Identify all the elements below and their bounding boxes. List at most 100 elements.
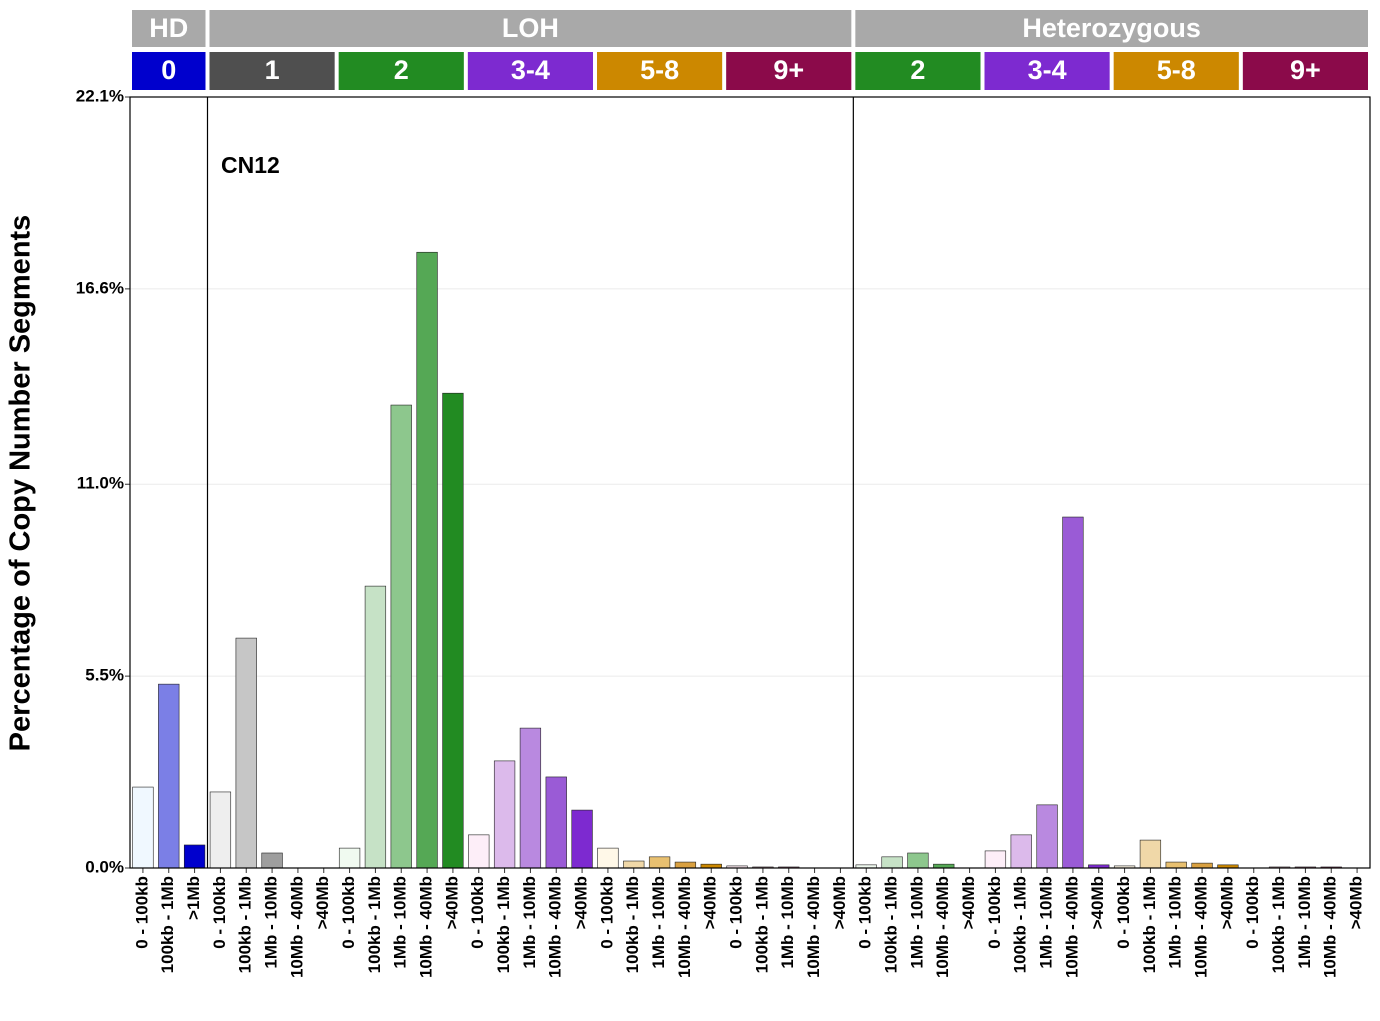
class-label: 9+	[1290, 55, 1321, 85]
x-tick-label: 100kb - 1Mb	[882, 876, 901, 973]
x-tick-label: 1Mb - 10Mb	[907, 876, 926, 969]
class-strip	[984, 52, 1110, 90]
x-tick-label: >1Mb	[184, 876, 203, 920]
bar	[1062, 516, 1084, 869]
x-tick-label: 100kb - 1Mb	[1269, 876, 1288, 973]
x-tick-label: 10Mb - 40Mb	[287, 876, 306, 978]
class-strip	[726, 52, 852, 90]
bar	[1036, 804, 1058, 869]
class-strip	[338, 52, 464, 90]
class-label: 3-4	[511, 55, 550, 85]
bar	[907, 852, 929, 869]
class-label: 5-8	[1157, 55, 1196, 85]
class-strip	[467, 52, 593, 90]
class-strip	[1113, 52, 1239, 90]
bar	[235, 637, 257, 869]
group-strip	[209, 10, 852, 47]
y-tick-label: 0.0%	[85, 857, 124, 876]
class-label: 2	[910, 55, 925, 85]
x-tick-label: 1Mb - 10Mb	[520, 876, 539, 969]
class-strip	[597, 52, 723, 90]
class-label: 0	[161, 55, 176, 85]
class-strip	[855, 52, 981, 90]
x-tick-label: 0 - 100kb	[985, 876, 1004, 949]
x-tick-label: 1Mb - 10Mb	[1037, 876, 1056, 969]
x-tick-label: 100kb - 1Mb	[158, 876, 177, 973]
bar	[468, 834, 490, 869]
y-tick-label: 22.1%	[76, 86, 124, 105]
x-tick-label: 10Mb - 40Mb	[804, 876, 823, 978]
bar	[132, 786, 154, 869]
class-strip	[209, 52, 335, 90]
x-tick-label: 1Mb - 10Mb	[391, 876, 410, 969]
bar	[261, 852, 283, 869]
x-tick-label: 1Mb - 10Mb	[778, 876, 797, 969]
x-tick-label: 0 - 100kb	[1243, 876, 1262, 949]
bar	[1010, 834, 1032, 869]
x-tick-label: 1Mb - 10Mb	[649, 876, 668, 969]
x-tick-label: 100kb - 1Mb	[1011, 876, 1030, 973]
x-tick-label: >40Mb	[1217, 876, 1236, 929]
class-label: 2	[394, 55, 409, 85]
bar	[1139, 839, 1162, 869]
class-label: 3-4	[1028, 55, 1067, 85]
plot-border	[129, 96, 1371, 869]
x-tick-label: >40Mb	[959, 876, 978, 929]
bar	[984, 850, 1007, 869]
x-tick-label: 0 - 100kb	[1114, 876, 1133, 949]
bar	[545, 776, 567, 869]
bar	[183, 844, 206, 869]
group-label: HD	[149, 13, 188, 43]
x-tick-label: 1Mb - 10Mb	[262, 876, 281, 969]
bar	[571, 809, 593, 869]
bar	[1165, 861, 1187, 869]
x-tick-label: 10Mb - 40Mb	[1192, 876, 1211, 978]
class-strip	[132, 52, 206, 90]
x-tick-label: 0 - 100kb	[856, 876, 875, 949]
bar	[674, 861, 697, 869]
group-label: LOH	[502, 13, 559, 43]
x-tick-label: 0 - 100kb	[132, 876, 151, 949]
x-tick-label: 1Mb - 10Mb	[1295, 876, 1314, 969]
x-tick-label: 0 - 100kb	[339, 876, 358, 949]
bar	[442, 392, 464, 869]
bar	[597, 847, 619, 869]
x-tick-label: >40Mb	[313, 876, 332, 929]
x-tick-label: 10Mb - 40Mb	[675, 876, 694, 978]
x-tick-label: >40Mb	[442, 876, 461, 929]
x-tick-label: 100kb - 1Mb	[365, 876, 384, 973]
x-tick-label: 0 - 100kb	[597, 876, 616, 949]
x-tick-label: >40Mb	[1347, 876, 1366, 929]
x-tick-label: 10Mb - 40Mb	[1062, 876, 1081, 978]
bar	[209, 791, 232, 869]
group-strip	[132, 10, 206, 47]
bar	[1191, 862, 1213, 869]
x-tick-label: 10Mb - 40Mb	[417, 876, 436, 978]
bar	[416, 251, 438, 869]
y-tick-label: 5.5%	[85, 666, 124, 685]
x-tick-label: 0 - 100kb	[468, 876, 487, 949]
x-tick-label: 100kb - 1Mb	[752, 876, 771, 973]
x-tick-label: 100kb - 1Mb	[1140, 876, 1159, 973]
y-axis-title: Percentage of Copy Number Segments	[5, 215, 37, 752]
x-tick-label: 0 - 100kb	[727, 876, 746, 949]
bar	[338, 847, 361, 869]
class-strip	[1242, 52, 1368, 90]
x-tick-label: >40Mb	[830, 876, 849, 929]
class-label: 5-8	[640, 55, 679, 85]
x-tick-label: 100kb - 1Mb	[623, 876, 642, 973]
bar	[158, 683, 180, 869]
annotation: CN12	[221, 152, 280, 178]
x-tick-label: 10Mb - 40Mb	[1321, 876, 1340, 978]
bar	[881, 856, 903, 869]
x-tick-label: 0 - 100kb	[210, 876, 229, 949]
class-label: 9+	[773, 55, 804, 85]
x-tick-label: 1Mb - 10Mb	[1166, 876, 1185, 969]
bar	[390, 404, 412, 869]
y-tick-label: 16.6%	[76, 278, 124, 297]
group-strip	[855, 10, 1368, 47]
class-label: 1	[265, 55, 280, 85]
bar	[364, 585, 387, 869]
group-label: Heterozygous	[1022, 13, 1201, 43]
